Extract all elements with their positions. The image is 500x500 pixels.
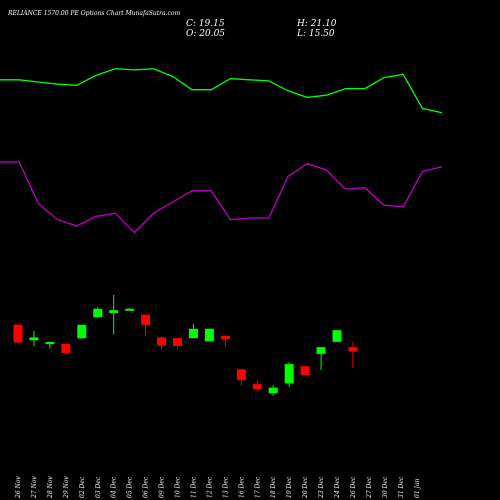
x-tick-label: 06 Dec — [143, 476, 150, 498]
candle-body — [284, 364, 294, 384]
ohlc-readout: C: 19.15O: 20.05 H: 21.10L: 15.50 — [186, 19, 337, 39]
x-tick-label: 11 Dec — [190, 476, 197, 498]
candle-body — [45, 342, 55, 345]
indicator-lines — [0, 68, 443, 234]
x-tick-label: 01 Jan — [414, 478, 421, 498]
x-tick-label: 27 Nov — [31, 476, 38, 499]
x-tick-label: 16 Dec — [238, 476, 245, 498]
x-tick-label: 31 Dec — [398, 476, 405, 498]
x-tick-label: 02 Dec — [79, 476, 86, 498]
candle-body — [236, 369, 246, 380]
ohlc-open: O: 20.05 — [186, 29, 225, 39]
candle-body — [173, 338, 182, 346]
candle-body — [61, 343, 71, 354]
candle-body — [77, 324, 87, 339]
ohlc-high: H: 21.10 — [296, 19, 337, 29]
candle-body — [125, 308, 135, 311]
candle-body — [93, 308, 103, 318]
candle-body — [220, 335, 230, 340]
candle-body — [109, 310, 119, 313]
x-tick-label: 09 Dec — [159, 476, 166, 498]
candle-body — [332, 330, 342, 342]
x-tick-label: 18 Dec — [270, 476, 277, 498]
candle-body — [348, 347, 358, 352]
x-tick-label: 12 Dec — [206, 476, 213, 498]
x-tick-label: 24 Dec — [334, 476, 341, 499]
candle-body — [204, 328, 214, 342]
x-tick-label: 27 Dec — [366, 476, 373, 499]
x-tick-label: 19 Dec — [286, 476, 293, 498]
ohlc-close: C: 19.15 — [186, 19, 225, 29]
x-tick-label: 30 Dec — [382, 476, 389, 498]
candlesticks — [13, 294, 358, 396]
lower-line — [0, 161, 443, 234]
x-tick-label: 13 Dec — [222, 476, 229, 498]
x-axis-ticks: 26 Nov 27 Nov 28 Nov 29 Nov 02 Dec 03 Dec 04 D… — [15, 476, 421, 499]
candle-body — [252, 384, 262, 390]
chart-title: RELIANCE 1570.00 PE Options Chart Munafa… — [8, 10, 181, 17]
x-tick-label: 29 Nov — [63, 476, 70, 499]
x-tick-label: 10 Dec — [175, 476, 182, 498]
candle-body — [268, 387, 278, 394]
x-tick-label: 26 Nov — [15, 476, 22, 499]
candle-body — [29, 337, 39, 341]
candle-body — [13, 324, 23, 343]
candle-body — [316, 347, 326, 354]
upper-line — [0, 68, 443, 114]
candle-body — [141, 314, 151, 325]
x-tick-label: 05 Dec — [127, 476, 134, 498]
x-tick-label: 04 Dec — [111, 476, 118, 498]
x-tick-label: 26 Dec — [350, 476, 357, 499]
x-tick-label: 20 Dec — [302, 476, 309, 499]
ohlc-low: L: 15.50 — [296, 29, 335, 39]
x-tick-label: 17 Dec — [254, 476, 261, 498]
candle-body — [188, 328, 198, 339]
x-tick-label: 23 Dec — [318, 476, 325, 499]
candle-body — [157, 337, 167, 346]
x-tick-label: 03 Dec — [95, 476, 102, 498]
candle-body — [300, 366, 310, 376]
x-tick-label: 28 Nov — [47, 476, 54, 499]
